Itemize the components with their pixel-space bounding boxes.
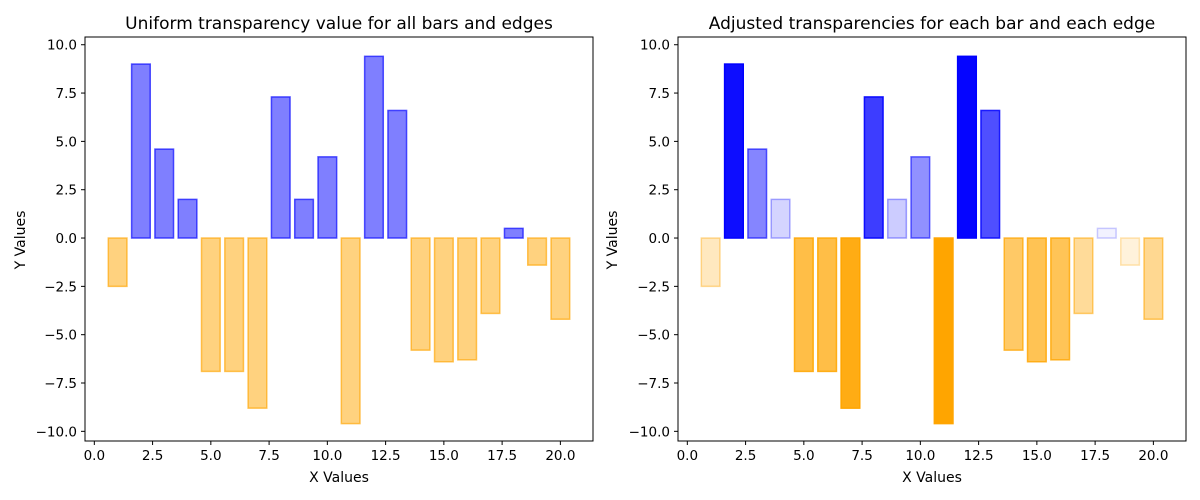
bar xyxy=(363,55,385,239)
bar xyxy=(247,237,268,409)
bar xyxy=(863,96,884,239)
x-tick-label: 10.0 xyxy=(905,448,935,464)
x-axis-label: X Values xyxy=(309,470,369,486)
bar xyxy=(270,96,291,239)
bar xyxy=(1003,237,1024,351)
x-tick-label: 0.0 xyxy=(677,448,698,464)
y-axis-label: Y Values xyxy=(13,211,29,271)
y-tick-label: −10.0 xyxy=(629,424,670,440)
bar xyxy=(1143,237,1164,320)
bar xyxy=(1120,237,1141,266)
bar xyxy=(700,237,721,288)
y-tick-label: −7.5 xyxy=(44,376,77,392)
bar xyxy=(433,237,454,363)
x-tick-label: 12.5 xyxy=(371,448,401,464)
bar xyxy=(503,227,524,239)
x-tick-label: 15.0 xyxy=(429,448,459,464)
bar xyxy=(154,148,175,239)
bar xyxy=(817,237,838,373)
chart-title: Uniform transparency value for all bars … xyxy=(125,14,553,34)
y-tick-label: 5.0 xyxy=(649,134,670,150)
x-tick-label: 0.0 xyxy=(84,448,105,464)
bar xyxy=(457,237,478,361)
bar xyxy=(1026,237,1047,363)
bar xyxy=(410,237,431,351)
x-axis-label: X Values xyxy=(902,470,962,486)
x-tick-label: 5.0 xyxy=(793,448,814,464)
x-tick-label: 17.5 xyxy=(487,448,517,464)
bar xyxy=(723,63,744,239)
y-tick-label: −7.5 xyxy=(637,376,670,392)
bar xyxy=(793,237,814,373)
bar xyxy=(200,237,221,373)
bar xyxy=(177,198,198,239)
y-tick-label: 2.5 xyxy=(649,183,670,199)
y-tick-label: −2.5 xyxy=(44,279,77,295)
bar xyxy=(340,237,361,425)
bar xyxy=(107,237,128,288)
plot-frame xyxy=(677,36,1187,442)
x-tick-label: 5.0 xyxy=(200,448,221,464)
x-tick-label: 12.5 xyxy=(964,448,994,464)
bar xyxy=(910,156,931,239)
y-tick-label: 10.0 xyxy=(47,38,77,54)
bar xyxy=(933,237,954,425)
x-tick-label: 10.0 xyxy=(312,448,342,464)
bar xyxy=(527,237,548,266)
chart-title: Adjusted transparencies for each bar and… xyxy=(709,14,1155,34)
y-tick-label: −5.0 xyxy=(44,328,77,344)
bar xyxy=(770,198,791,239)
y-tick-label: −5.0 xyxy=(637,328,670,344)
bar xyxy=(317,156,338,239)
y-tick-label: 2.5 xyxy=(56,183,77,199)
y-tick-label: 7.5 xyxy=(56,86,77,102)
chart-adjusted-transparency: Adjusted transparencies for each bar and… xyxy=(605,14,1187,486)
bar xyxy=(480,237,501,315)
x-tick-label: 7.5 xyxy=(258,448,279,464)
y-tick-label: −2.5 xyxy=(637,279,670,295)
x-tick-label: 2.5 xyxy=(735,448,756,464)
x-tick-label: 7.5 xyxy=(851,448,872,464)
x-tick-label: 15.0 xyxy=(1022,448,1052,464)
x-tick-label: 20.0 xyxy=(545,448,575,464)
bar xyxy=(1050,237,1071,361)
bar xyxy=(1073,237,1094,315)
y-tick-label: −10.0 xyxy=(36,424,77,440)
bar xyxy=(224,237,245,373)
x-tick-label: 2.5 xyxy=(142,448,163,464)
y-axis-label: Y Values xyxy=(605,211,621,271)
bar xyxy=(840,237,861,409)
x-tick-label: 20.0 xyxy=(1138,448,1168,464)
bar xyxy=(747,148,768,239)
y-tick-label: 10.0 xyxy=(640,38,670,54)
bar xyxy=(1096,227,1117,239)
bar xyxy=(886,198,908,239)
bar xyxy=(550,237,571,320)
bar xyxy=(980,109,1001,239)
bar xyxy=(956,55,978,239)
y-tick-label: 5.0 xyxy=(56,134,77,150)
y-tick-label: 0.0 xyxy=(649,231,670,247)
bar xyxy=(387,109,408,239)
chart-uniform-transparency: Uniform transparency value for all bars … xyxy=(13,14,594,486)
y-tick-label: 0.0 xyxy=(56,231,77,247)
x-tick-label: 17.5 xyxy=(1080,448,1110,464)
bar xyxy=(130,63,151,239)
y-tick-label: 7.5 xyxy=(649,86,670,102)
plot-frame xyxy=(84,36,594,442)
bar xyxy=(293,198,315,239)
